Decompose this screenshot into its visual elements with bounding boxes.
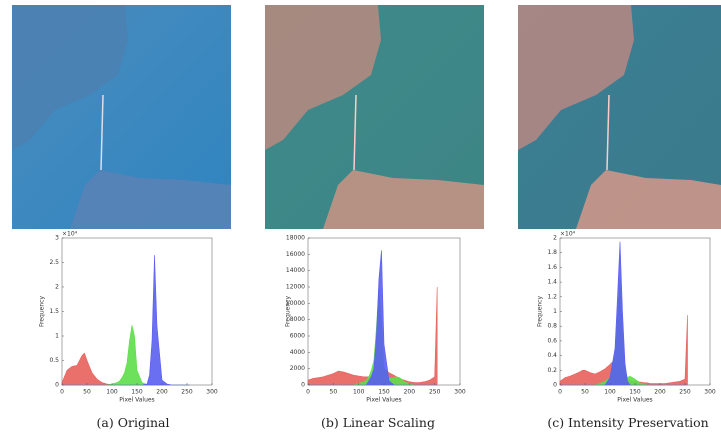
histogram-panel: 0200040006000800010000120001400016000180… (285, 235, 466, 431)
y-tick-label: 2.5 (49, 259, 59, 266)
x-tick-label: 0 (306, 389, 310, 396)
y-tick-label: 1.6 (547, 264, 557, 271)
figure: 00.511.522.53050100150200250300Pixel Val… (0, 0, 721, 436)
x-tick-label: 250 (181, 389, 193, 396)
y-tick-label: 2 (553, 235, 557, 242)
y-tick-label: 0 (55, 382, 59, 389)
histogram-panel: 0 0.5 1 1.5 2 2.5 3 0 50 100 150 200 250 300 Pixel Val… (39, 231, 218, 431)
caption: (a) Original (97, 415, 170, 430)
y-tick-label: 1.2 (547, 293, 557, 300)
x-tick-label: 300 (704, 389, 716, 396)
x-axis-label: Pixel Values (119, 397, 154, 404)
x-tick-label: 0 (558, 389, 562, 396)
x-tick-label: 50 (581, 389, 589, 396)
y-tick-label: 1 (55, 333, 59, 340)
y-tick-label: 0 (301, 382, 305, 389)
x-axis-label: Pixel Values (366, 397, 401, 404)
y-axis-label: Frequency (285, 296, 292, 327)
x-tick-label: 100 (604, 389, 616, 396)
y-tick-label: 4000 (290, 349, 305, 356)
y-tick-label: 0.5 (49, 357, 59, 364)
axis-multiplier: ×10⁴ (62, 231, 78, 238)
x-tick-label: 50 (330, 389, 338, 396)
y-tick-label: 18000 (286, 235, 305, 242)
x-tick-label: 150 (378, 389, 390, 396)
y-tick-label: 1.4 (547, 279, 557, 286)
y-tick-label: 1 (553, 308, 557, 315)
x-tick-label: 300 (454, 389, 466, 396)
y-tick-label: 1.8 (547, 249, 557, 256)
y-tick-label: 16000 (286, 251, 305, 258)
x-tick-label: 250 (679, 389, 691, 396)
y-tick-label: 6000 (290, 333, 305, 340)
y-tick-label: 12000 (286, 284, 305, 291)
caption: (c) Intensity Preservation (547, 415, 708, 430)
y-tick-label: 8000 (290, 316, 305, 323)
y-tick-label: 0.2 (547, 367, 557, 374)
x-tick-label: 200 (156, 389, 168, 396)
image-original (12, 5, 231, 229)
x-tick-label: 150 (131, 389, 143, 396)
y-tick-label: 0 (553, 382, 557, 389)
histogram-panel: 0 0.2 0.4 0.6 0.8 1 1.2 1.4 1.6 1.8 2 0 50 100 150 200 2… (537, 231, 716, 431)
y-tick-label: 0.8 (547, 323, 557, 330)
y-tick-label: 2 (55, 284, 59, 291)
y-tick-label: 1.5 (49, 308, 59, 315)
axis-multiplier: ×10⁴ (560, 231, 576, 238)
y-axis-label: Frequency (39, 296, 46, 327)
y-tick-label: 0.6 (547, 337, 557, 344)
y-axis-label: Frequency (537, 296, 544, 327)
y-tick-label: 0.4 (547, 352, 557, 359)
x-tick-label: 200 (654, 389, 666, 396)
x-tick-label: 250 (429, 389, 441, 396)
y-tick-label: 2000 (290, 365, 305, 372)
x-tick-label: 200 (404, 389, 416, 396)
image-linear-scaling (265, 5, 484, 229)
y-tick-label: 14000 (286, 267, 305, 274)
caption: (b) Linear Scaling (321, 415, 435, 430)
x-tick-label: 0 (60, 389, 64, 396)
x-tick-label: 100 (106, 389, 118, 396)
x-axis-label: Pixel Values (617, 397, 652, 404)
y-tick-label: 3 (55, 235, 59, 242)
x-tick-label: 50 (83, 389, 91, 396)
x-tick-label: 150 (629, 389, 641, 396)
x-tick-label: 100 (353, 389, 365, 396)
x-tick-label: 300 (206, 389, 218, 396)
image-intensity-preservation (518, 5, 721, 229)
